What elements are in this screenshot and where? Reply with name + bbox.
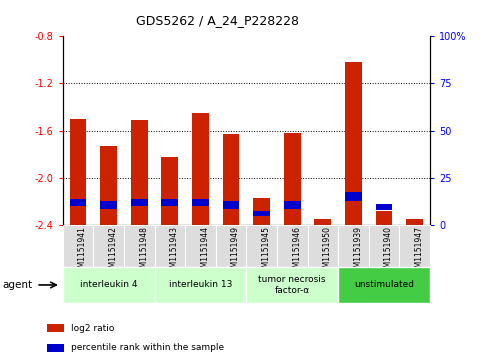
Bar	[345, 192, 362, 201]
Bar	[308, 225, 338, 267]
Text: GSM1151948: GSM1151948	[139, 226, 148, 277]
Text: GSM1151945: GSM1151945	[262, 226, 270, 277]
Bar	[246, 225, 277, 267]
Text: GDS5262 / A_24_P228228: GDS5262 / A_24_P228228	[136, 15, 299, 28]
Text: GSM1151949: GSM1151949	[231, 226, 240, 277]
Text: GSM1151941: GSM1151941	[78, 226, 87, 277]
Bar	[100, 146, 117, 225]
Bar	[314, 219, 331, 225]
Bar	[216, 225, 246, 267]
Text: interleukin 13: interleukin 13	[169, 281, 232, 289]
Bar	[100, 201, 117, 208]
Bar	[246, 267, 338, 303]
Bar	[223, 201, 240, 208]
Text: log2 ratio: log2 ratio	[71, 323, 114, 333]
Bar	[338, 267, 430, 303]
Text: GSM1151942: GSM1151942	[109, 226, 118, 277]
Bar	[131, 120, 148, 225]
Bar	[399, 225, 430, 267]
Bar	[376, 204, 392, 210]
Bar	[192, 199, 209, 206]
Text: interleukin 4: interleukin 4	[80, 281, 138, 289]
Bar	[155, 267, 246, 303]
Bar	[253, 211, 270, 216]
Bar	[223, 134, 240, 225]
Text: unstimulated: unstimulated	[354, 281, 414, 289]
Text: GSM1151950: GSM1151950	[323, 226, 332, 277]
Bar	[155, 225, 185, 267]
Bar	[70, 199, 86, 206]
Bar	[93, 225, 124, 267]
Text: percentile rank within the sample: percentile rank within the sample	[71, 343, 224, 352]
Bar	[345, 62, 362, 225]
Bar	[131, 199, 148, 206]
Bar	[284, 133, 300, 225]
Text: GSM1151943: GSM1151943	[170, 226, 179, 277]
Text: GSM1151940: GSM1151940	[384, 226, 393, 277]
Bar	[192, 113, 209, 225]
Bar	[253, 198, 270, 225]
Bar	[161, 199, 178, 206]
Text: GSM1151939: GSM1151939	[354, 226, 362, 277]
Bar	[284, 201, 300, 208]
Bar	[376, 211, 392, 225]
Bar	[63, 225, 93, 267]
Text: GSM1151946: GSM1151946	[292, 226, 301, 277]
Bar	[161, 157, 178, 225]
Text: tumor necrosis
factor-α: tumor necrosis factor-α	[258, 275, 326, 295]
Bar	[124, 225, 155, 267]
Text: GSM1151947: GSM1151947	[414, 226, 424, 277]
Bar	[63, 267, 155, 303]
Bar	[406, 219, 423, 225]
Bar	[277, 225, 308, 267]
Bar	[47, 344, 64, 351]
Bar	[369, 225, 399, 267]
Bar	[338, 225, 369, 267]
Bar	[185, 225, 216, 267]
Bar	[47, 324, 64, 332]
Bar	[70, 119, 86, 225]
Text: GSM1151944: GSM1151944	[200, 226, 210, 277]
Text: agent: agent	[2, 280, 32, 290]
